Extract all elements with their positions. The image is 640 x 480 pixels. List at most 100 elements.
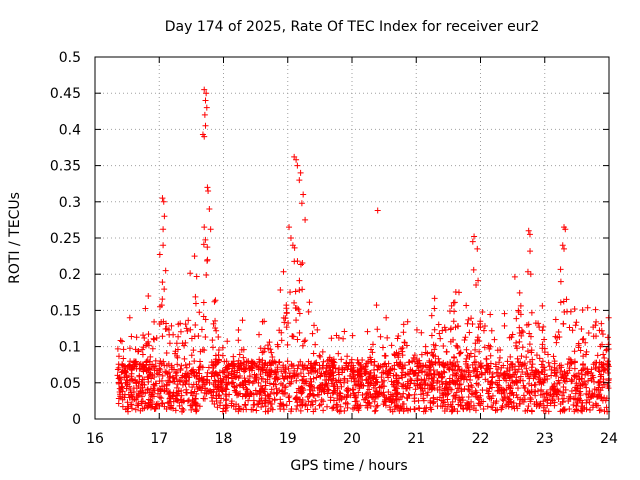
data-point <box>553 373 560 380</box>
data-point <box>214 359 221 366</box>
data-point <box>259 318 266 325</box>
data-point <box>162 267 169 274</box>
data-point <box>533 368 540 375</box>
data-point <box>147 404 154 411</box>
data-point <box>188 352 195 359</box>
data-point <box>299 363 306 370</box>
data-point <box>262 397 269 404</box>
data-point <box>289 242 296 249</box>
data-point <box>506 390 513 397</box>
data-point <box>509 331 516 338</box>
data-point <box>369 341 376 348</box>
data-point <box>164 370 171 377</box>
data-point <box>372 407 379 414</box>
data-point <box>601 366 608 373</box>
data-point <box>196 403 203 410</box>
data-point <box>432 353 439 360</box>
data-point <box>419 385 426 392</box>
data-point <box>158 395 165 402</box>
data-point <box>594 352 601 359</box>
data-point <box>150 385 157 392</box>
data-point <box>123 379 130 386</box>
data-point <box>368 380 375 387</box>
data-point <box>463 302 470 309</box>
data-point <box>424 392 431 399</box>
data-point <box>344 353 351 360</box>
data-point <box>452 395 459 402</box>
data-point <box>583 384 590 391</box>
data-point <box>168 364 175 371</box>
data-point <box>282 383 289 390</box>
data-point <box>555 329 562 336</box>
data-point <box>296 329 303 336</box>
data-point <box>171 378 178 385</box>
data-point <box>596 363 603 370</box>
data-point <box>500 389 507 396</box>
data-point <box>474 245 481 252</box>
data-point <box>330 383 337 390</box>
data-point <box>266 380 273 387</box>
data-point <box>191 358 198 365</box>
data-point <box>147 385 154 392</box>
data-point <box>218 387 225 394</box>
data-point <box>127 377 134 384</box>
data-point <box>488 378 495 385</box>
y-tick-label: 0.1 <box>59 340 81 356</box>
data-point <box>523 365 530 372</box>
data-point <box>305 370 312 377</box>
data-point <box>548 366 555 373</box>
data-point <box>374 390 381 397</box>
data-point <box>428 332 435 339</box>
data-point <box>184 327 191 334</box>
data-point <box>512 342 519 349</box>
data-point <box>302 216 309 223</box>
data-point <box>528 408 535 415</box>
data-point <box>181 373 188 380</box>
data-point <box>559 373 566 380</box>
data-point <box>200 299 207 306</box>
data-point <box>336 389 343 396</box>
data-point <box>128 373 135 380</box>
data-point <box>277 396 284 403</box>
data-point <box>529 367 536 374</box>
data-point <box>392 372 399 379</box>
data-point <box>499 396 506 403</box>
data-point <box>388 378 395 385</box>
data-point <box>300 366 307 373</box>
data-point <box>209 337 216 344</box>
data-point <box>192 322 199 329</box>
data-point <box>173 340 180 347</box>
data-point <box>557 367 564 374</box>
data-point <box>330 356 337 363</box>
data-point <box>513 374 520 381</box>
data-point <box>400 321 407 328</box>
data-point <box>246 373 253 380</box>
data-point <box>472 366 479 373</box>
data-point <box>444 406 451 413</box>
data-point <box>267 367 274 374</box>
data-point <box>295 306 302 313</box>
data-point <box>225 362 232 369</box>
data-point <box>128 405 135 412</box>
data-point <box>223 396 230 403</box>
data-point <box>179 381 186 388</box>
data-point <box>366 373 373 380</box>
data-point <box>381 352 388 359</box>
data-point <box>215 381 222 388</box>
data-point <box>192 293 199 300</box>
data-point <box>472 340 479 347</box>
data-point <box>199 131 206 138</box>
data-point <box>173 384 180 391</box>
data-point <box>159 296 166 303</box>
data-point <box>412 386 419 393</box>
x-tick-label: 17 <box>150 431 168 447</box>
data-point <box>178 362 185 369</box>
data-point <box>566 356 573 363</box>
data-point <box>323 381 330 388</box>
data-point <box>166 374 173 381</box>
data-point <box>294 365 301 372</box>
data-point <box>284 341 291 348</box>
data-point <box>496 377 503 384</box>
data-point <box>317 353 324 360</box>
data-point <box>283 324 290 331</box>
